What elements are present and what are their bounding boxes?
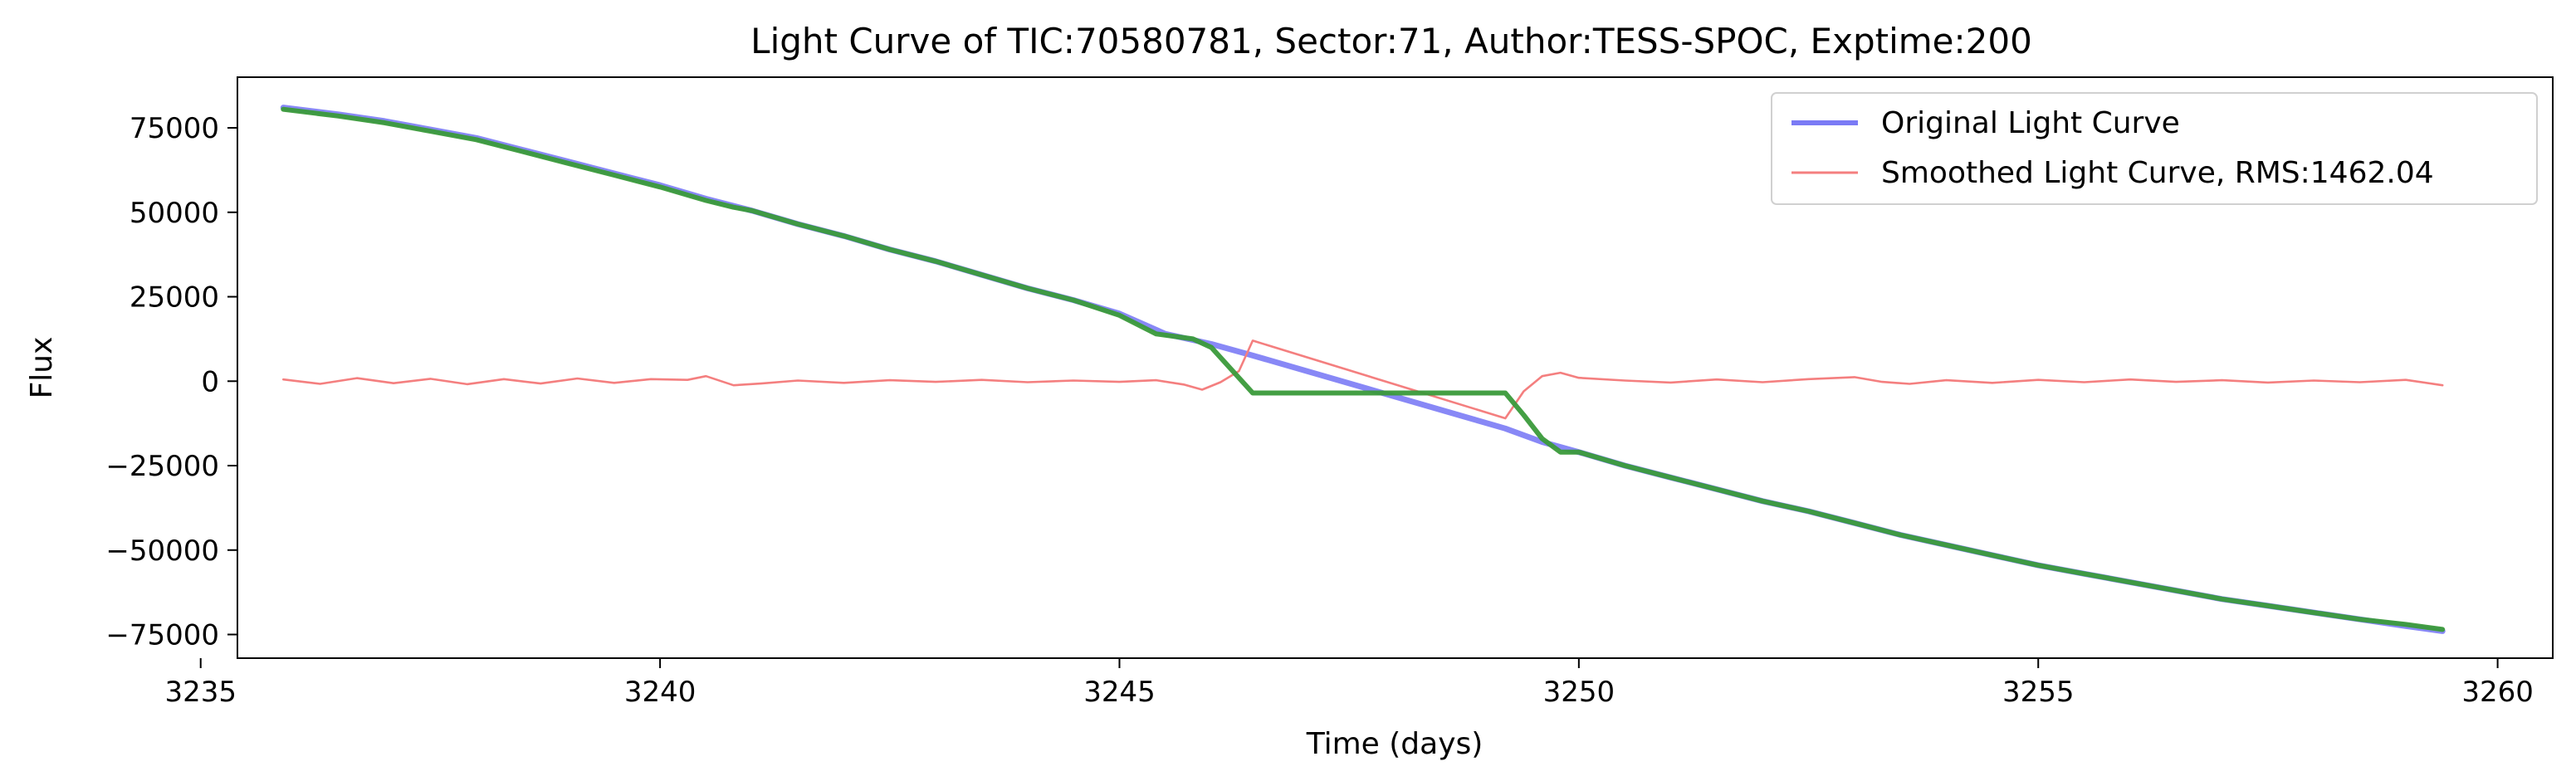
y-tick-label: 0 (201, 365, 219, 398)
x-tick-label: 3260 (2461, 676, 2534, 709)
legend-label-original: Original Light Curve (1881, 106, 2180, 140)
y-tick-label: −50000 (105, 534, 219, 568)
legend-label-smoothed: Smoothed Light Curve, RMS:1462.04 (1881, 156, 2434, 190)
chart-title: Light Curve of TIC:70580781, Sector:71, … (750, 21, 2032, 61)
x-tick-label: 3245 (1083, 676, 1156, 709)
y-tick-label: 25000 (130, 281, 219, 315)
legend: Original Light Curve Smoothed Light Curv… (1771, 92, 2538, 205)
y-axis-label: Flux (25, 337, 59, 399)
series-line-fit (281, 106, 2446, 632)
y-tick-label: 75000 (130, 112, 219, 145)
x-axis-label: Time (days) (1306, 727, 1484, 761)
x-tick-label: 3255 (2002, 676, 2075, 709)
series-line-smoothed (282, 339, 2444, 420)
plot-frame (237, 76, 2554, 659)
legend-box (1771, 92, 2538, 205)
x-tick-label: 3250 (1543, 676, 1615, 709)
x-tick-label: 3240 (624, 676, 697, 709)
x-tick-label: 3235 (164, 676, 237, 709)
y-tick-label: −75000 (105, 619, 219, 652)
y-tick-label: −25000 (105, 450, 219, 483)
y-tick-label: 50000 (130, 197, 219, 230)
